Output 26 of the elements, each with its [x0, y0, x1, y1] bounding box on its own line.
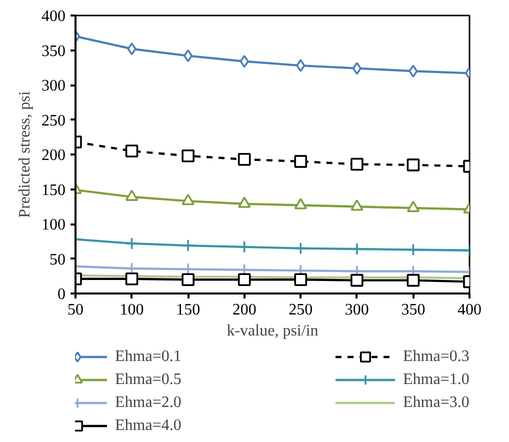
y-tick-label: 250	[42, 112, 66, 130]
legend-label: Ehma=0.1	[115, 346, 182, 366]
x-tick-label: 350	[401, 302, 426, 318]
x-tick-label: 300	[344, 302, 369, 318]
x-tick-label: 200	[232, 302, 256, 318]
legend-label: Ehma=0.5	[115, 370, 182, 390]
y-tick-label: 0	[58, 286, 66, 303]
y-tick-label: 150	[42, 182, 66, 199]
y-axis-title: Predicted stress, psi	[16, 90, 34, 218]
x-tick-label: 400	[458, 302, 482, 318]
y-tick-label: 200	[42, 147, 66, 164]
x-tick-label: 250	[288, 302, 313, 318]
legend-label: Ehma=4.0	[115, 416, 182, 436]
x-tick-label: 150	[176, 302, 200, 318]
legend-label: Ehma=2.0	[115, 392, 182, 412]
x-tick-label: 50	[68, 302, 84, 318]
x-axis-title: k-value, psi/in	[226, 322, 318, 340]
x-tick-label: 100	[120, 302, 144, 318]
y-tick-label: 350	[42, 42, 66, 60]
y-tick-label: 300	[42, 78, 66, 94]
legend-label: Ehma=0.3	[403, 346, 470, 366]
legend-label: Ehma=3.0	[403, 392, 470, 412]
y-tick-label: 50	[50, 251, 66, 268]
legend-label: Ehma=1.0	[403, 370, 470, 390]
y-tick-label: 100	[42, 216, 66, 234]
y-tick-label: 400	[42, 8, 66, 25]
